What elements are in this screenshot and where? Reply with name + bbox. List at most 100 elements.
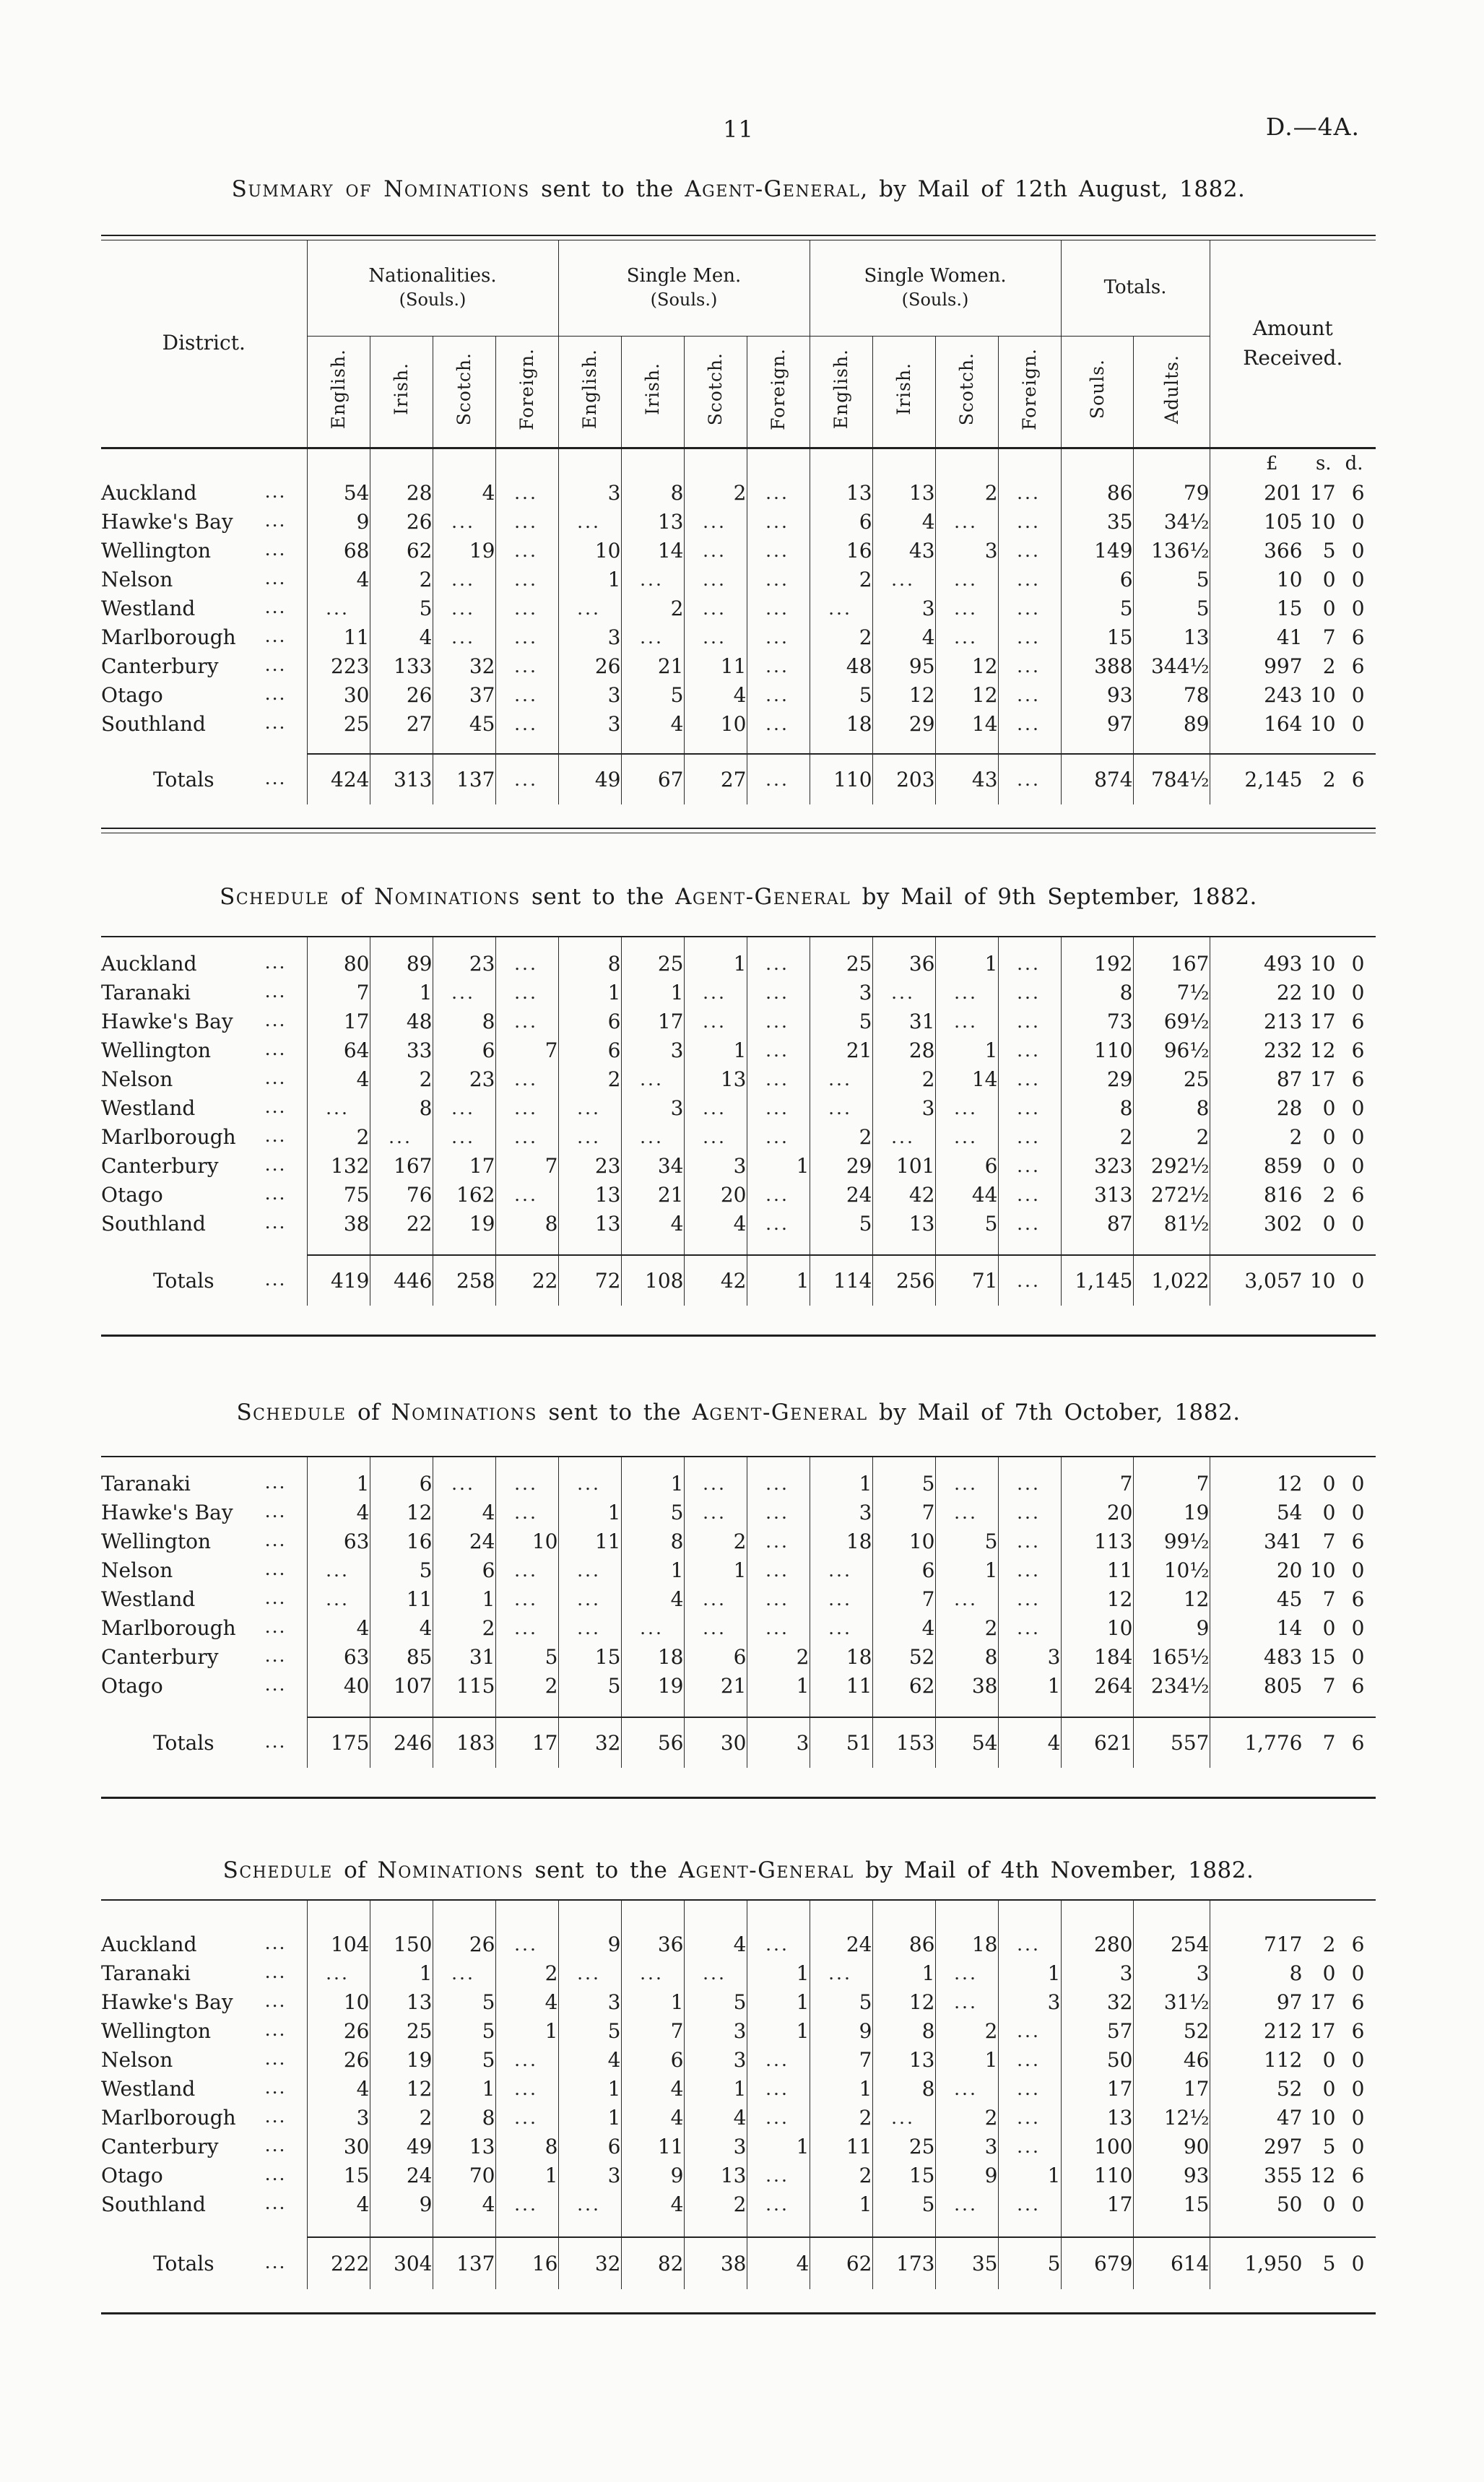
leader-dots: ... <box>264 1471 287 1493</box>
cell-value: 5 <box>872 2190 935 2218</box>
cell-value: 86 <box>1060 478 1134 507</box>
cell-value: 2 <box>1132 1122 1210 1151</box>
spacer-cell <box>746 1238 810 1255</box>
spacer-cell <box>872 937 935 949</box>
amount-pence: 0 <box>1351 596 1365 620</box>
cell-district: ... Nelson <box>101 2045 307 2074</box>
col-header-label: Irish. <box>642 363 663 415</box>
cell-value: 13 <box>557 1209 621 1238</box>
spacer-cell <box>934 1457 998 1469</box>
amount-shillings: 5 <box>1322 2134 1336 2158</box>
amount-pounds: 997 <box>1264 654 1303 678</box>
amount-pence: 6 <box>1351 654 1365 678</box>
cell-value: 4 <box>306 2074 370 2103</box>
cell-value: 150 <box>369 1930 433 1958</box>
cell-value: 25 <box>872 2132 935 2161</box>
cell-value: 37 <box>432 680 495 709</box>
cell-value: 7 <box>495 1036 558 1064</box>
cell-value: 11 <box>809 2132 872 2161</box>
cell-value <box>557 448 621 478</box>
table-row: ... Marlborough 2..................... 2...… <box>101 1122 1376 1151</box>
title-segment: sent to the <box>537 1400 693 1426</box>
cell-value: ... <box>683 565 747 594</box>
amount-shillings: 10 <box>1309 711 1336 736</box>
col-header: Foreign. <box>997 336 1062 449</box>
cell-value: 621 <box>1060 1717 1133 1768</box>
cell-value: 4 <box>683 1930 747 1958</box>
table-row: ... Nelson 26 19 5... 4 6 3... 7 13 1... 50 46 112 0 0 <box>101 2045 1376 2074</box>
amount-pence: 0 <box>1351 980 1365 1004</box>
col-header-label: Scotch. <box>956 352 978 426</box>
cell-value: 43 <box>934 753 999 804</box>
district-name: Southland <box>101 2192 206 2216</box>
cell-value: 21 <box>683 1671 747 1700</box>
table-row: ... Westland... 8......... 3......... 3.....… <box>101 1093 1376 1122</box>
col-header: Irish. <box>369 336 433 449</box>
cell-value: 8 <box>495 2132 558 2161</box>
amount-pence: 6 <box>1351 1529 1365 1553</box>
cell-value: ... <box>934 978 998 1007</box>
cell-district: ... Hawke's Bay <box>101 1007 307 1036</box>
amount-shillings: 10 <box>1309 509 1336 534</box>
amount-pence: 0 <box>1351 1471 1365 1496</box>
cell-value: ... <box>495 709 558 738</box>
cell-value: 14 <box>620 536 684 565</box>
cell-value: ... <box>746 709 810 738</box>
col-header-label: Scotch. <box>454 352 474 426</box>
cell-value: 11 <box>809 1671 872 1700</box>
amount-pounds: 483 <box>1264 1644 1303 1669</box>
cell-value: 101 <box>872 1151 935 1180</box>
cell-value: 137 <box>432 753 495 804</box>
cell-value: 12 <box>1060 1584 1133 1613</box>
cell-value <box>620 448 684 478</box>
col-header-label: English. <box>328 348 349 430</box>
amount-pounds: 302 <box>1264 1211 1303 1236</box>
cell-value: 679 <box>1060 2236 1133 2289</box>
amount-group: £ s. d. <box>1210 453 1376 474</box>
leader-dots: ... <box>264 1529 287 1550</box>
cell-value: 49 <box>557 753 621 804</box>
cell-value: 6 <box>369 1469 433 1498</box>
cell-value: 2 <box>809 565 873 594</box>
cell-value: 5 <box>934 1209 998 1238</box>
cell-value: 12½ <box>1132 2103 1210 2132</box>
cell-value: ... <box>746 1469 810 1498</box>
cell-value: ... <box>746 565 810 594</box>
spacer-cell <box>997 1700 1061 1717</box>
cell-district: ... Hawke's Bay <box>101 1987 307 2016</box>
cell-value: 6 <box>683 1642 747 1671</box>
group-label: Single Men. <box>626 265 742 287</box>
cell-value: 8 <box>432 1007 495 1036</box>
cell-value: ... <box>432 622 495 651</box>
cell-value: ... <box>746 978 810 1007</box>
leader-dots: ... <box>264 2134 287 2156</box>
amount-pence: 6 <box>1351 1673 1365 1698</box>
leader-dots: ... <box>264 1067 287 1088</box>
cell-value: 223 <box>306 651 370 680</box>
spacer-cell <box>809 1700 872 1717</box>
cell-value: 35 <box>1060 507 1134 536</box>
cell-value: 3 <box>683 1151 747 1180</box>
leader-dots: ... <box>264 1730 287 1752</box>
amount-group: 232 12 6 <box>1210 1038 1376 1062</box>
cell-value: 5 <box>872 1469 935 1498</box>
col-group-header: Nationalities. (Souls.) <box>306 240 558 337</box>
cell-amount: 297 5 0 <box>1209 2132 1376 2161</box>
spacer-cell <box>1209 1457 1376 1469</box>
table-title-august: Summary of Nominations sent to the Agent… <box>101 176 1376 202</box>
cell-value: 4 <box>369 1613 433 1642</box>
cell-value: 256 <box>872 1254 935 1306</box>
amount-group: 54 0 0 <box>1210 1501 1376 1524</box>
cell-value: 2 <box>683 478 747 507</box>
cell-value: 1 <box>620 1469 684 1498</box>
col-header-label: Scotch. <box>705 352 726 426</box>
table-row: ... Otago 75 76 162... 13 21 20... 24 42 44... 313 2… <box>101 1180 1376 1209</box>
amount-group: 12 0 0 <box>1210 1472 1376 1496</box>
cell-value: ... <box>495 622 558 651</box>
title-segment: of <box>346 1400 391 1426</box>
district-name: Nelson <box>101 2047 173 2072</box>
cell-value: 5 <box>1132 565 1210 594</box>
cell-value: 31 <box>432 1642 495 1671</box>
amount-pence: 0 <box>1351 538 1365 563</box>
